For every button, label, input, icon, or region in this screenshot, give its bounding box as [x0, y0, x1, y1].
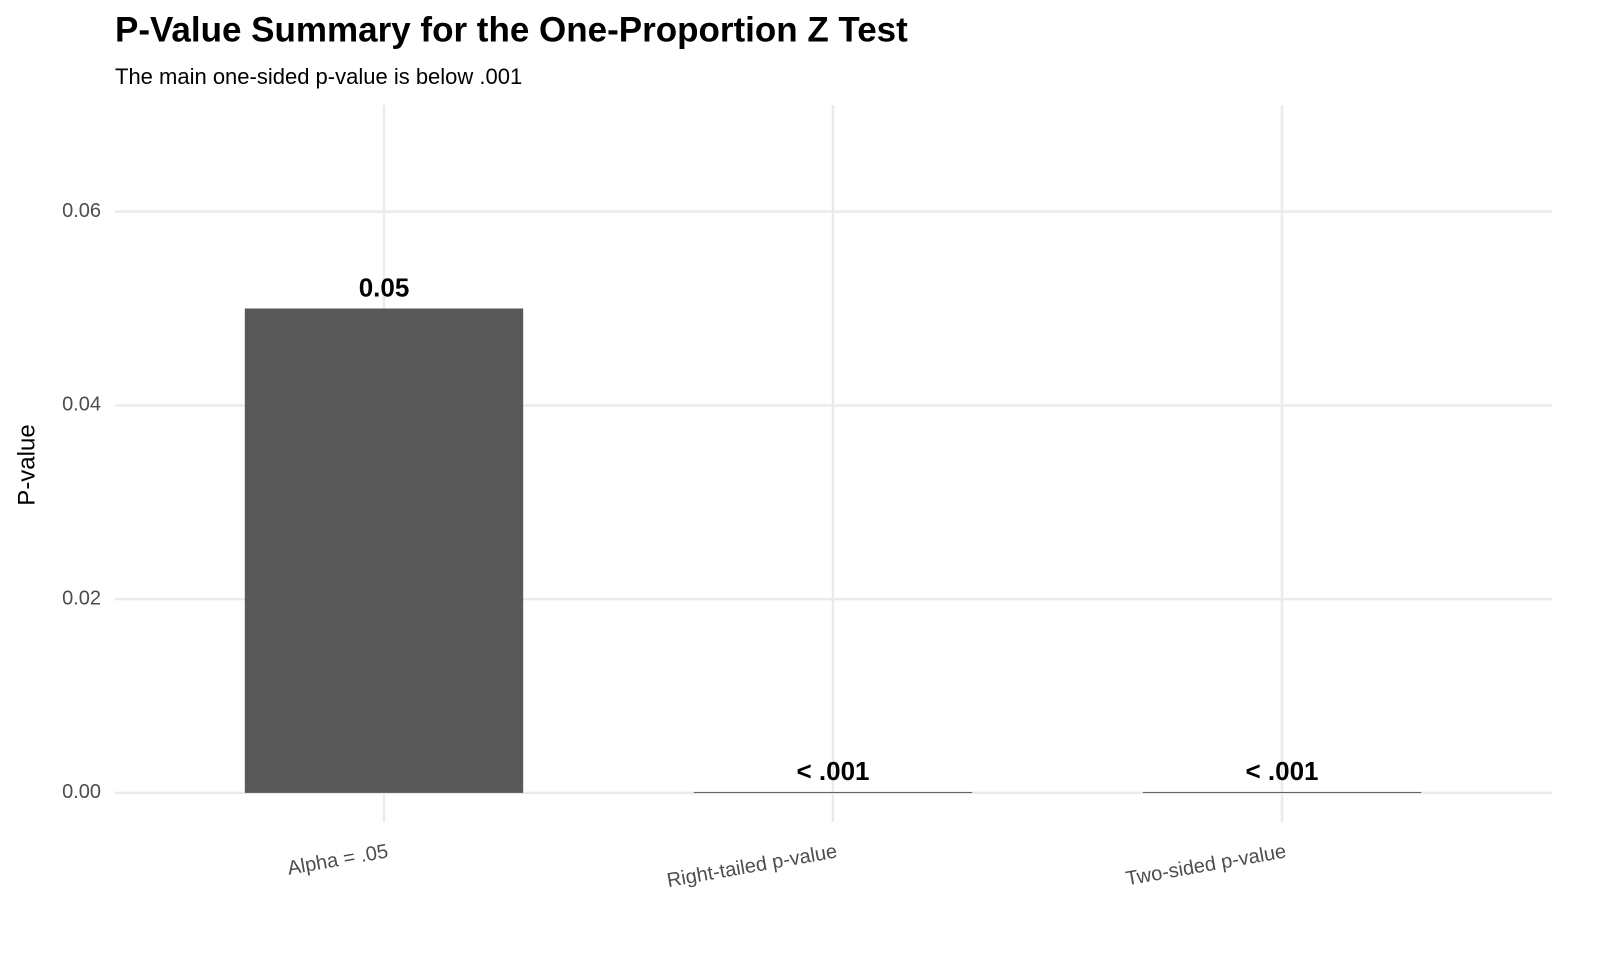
y-tick-label: 0.00	[62, 781, 101, 803]
y-axis-label: P-value	[13, 424, 40, 505]
value-label: < .001	[1245, 756, 1318, 786]
bar	[693, 791, 973, 793]
y-tick-label: 0.02	[62, 587, 101, 609]
x-tick-label: Right-tailed p-value	[665, 840, 839, 892]
value-label: 0.05	[359, 272, 410, 302]
x-tick-label: Alpha = .05	[286, 840, 390, 879]
chart-subtitle: The main one-sided p-value is below .001	[115, 64, 522, 89]
value-label: < .001	[796, 756, 869, 786]
bar	[244, 308, 524, 793]
bar	[1142, 791, 1422, 793]
y-tick-label: 0.06	[62, 200, 101, 222]
x-tick-label: Two-sided p-value	[1124, 840, 1288, 890]
chart-title: P-Value Summary for the One-Proportion Z…	[115, 10, 908, 49]
y-tick-label: 0.04	[62, 394, 101, 416]
